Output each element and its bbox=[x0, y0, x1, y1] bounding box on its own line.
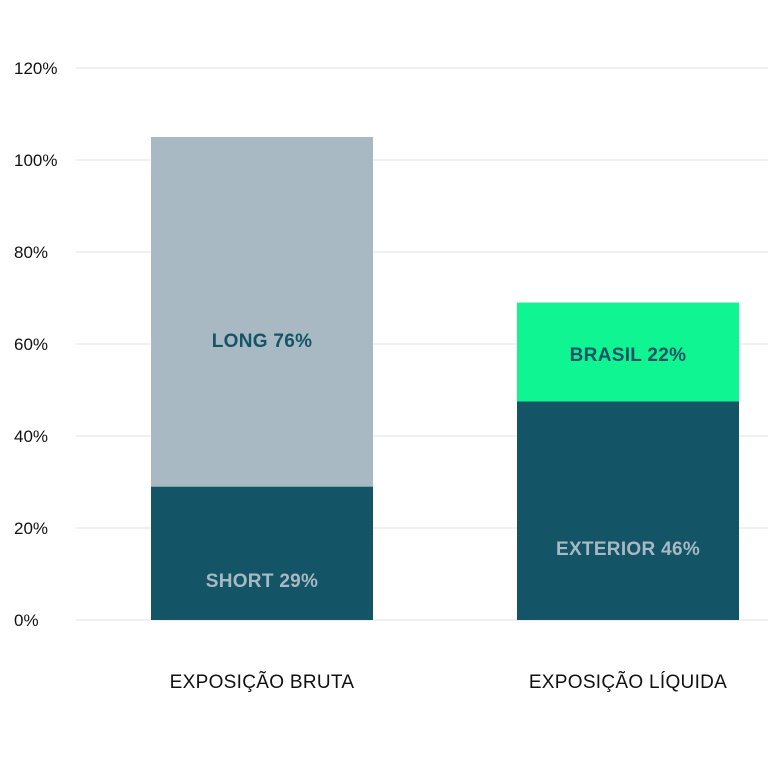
segment-label-1-1: BRASIL 22% bbox=[570, 345, 687, 366]
bars bbox=[151, 137, 739, 620]
y-tick-label-20: 20% bbox=[14, 519, 48, 538]
y-tick-label-100: 100% bbox=[14, 151, 57, 170]
segment-labels: SHORT 29% LONG 76% EXTERIOR 46% BRASIL 22% bbox=[206, 331, 700, 592]
y-tick-label-60: 60% bbox=[14, 335, 48, 354]
segment-label-0-1: LONG 76% bbox=[212, 331, 313, 352]
y-tick-label-40: 40% bbox=[14, 427, 48, 446]
y-tick-label-0: 0% bbox=[14, 611, 39, 630]
y-tick-label-80: 80% bbox=[14, 243, 48, 262]
y-tick-label-120: 120% bbox=[14, 59, 57, 78]
bar-segment-1-1 bbox=[517, 302, 739, 402]
x-category-label-1: EXPOSIÇÃO LÍQUIDA bbox=[529, 671, 727, 693]
segment-label-1-0: EXTERIOR 46% bbox=[556, 539, 700, 560]
bar-segment-0-1 bbox=[151, 137, 373, 487]
bar-segment-0-0 bbox=[151, 486, 373, 620]
y-axis-ticks: 0% 20% 40% 60% 80% 100% 120% bbox=[14, 59, 57, 630]
segment-label-0-0: SHORT 29% bbox=[206, 571, 319, 592]
x-category-label-0: EXPOSIÇÃO BRUTA bbox=[170, 671, 355, 693]
x-axis-categories: EXPOSIÇÃO BRUTA EXPOSIÇÃO LÍQUIDA bbox=[170, 671, 727, 693]
bar-segment-1-0 bbox=[517, 401, 739, 620]
